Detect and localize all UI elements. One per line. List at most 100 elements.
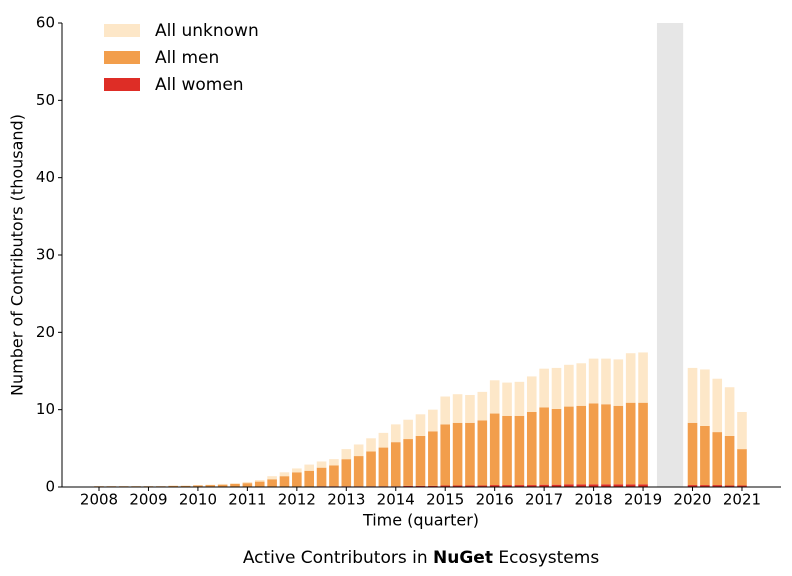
- bar-segment: [551, 408, 562, 485]
- bar-segment: [588, 403, 599, 485]
- bar-segment: [329, 459, 339, 466]
- bar-segment: [526, 376, 537, 412]
- bar-segment: [502, 485, 512, 487]
- bar-segment: [378, 432, 389, 448]
- bar-segment: [601, 404, 611, 485]
- bar-segment: [304, 464, 315, 471]
- x-tick-label: 2019: [624, 491, 662, 509]
- x-tick-label: 2011: [228, 491, 266, 509]
- bar-segment: [353, 456, 364, 487]
- legend-label: All women: [155, 75, 244, 95]
- bar-segment: [588, 484, 599, 487]
- bar-segment: [489, 413, 500, 486]
- bar-segment: [724, 485, 735, 487]
- bar-segment: [254, 481, 265, 487]
- bar-segment: [514, 415, 525, 486]
- bar-segment: [292, 468, 302, 473]
- bar-segment: [514, 381, 525, 416]
- bar-segment: [477, 420, 488, 486]
- bar-segment: [378, 447, 389, 487]
- bar-segment: [193, 485, 203, 487]
- bar-segment: [539, 368, 549, 408]
- bar-segment: [465, 485, 475, 487]
- bar-segment: [316, 467, 327, 487]
- bar-segment: [625, 353, 636, 403]
- x-axis-label: Time (quarter): [362, 511, 479, 530]
- y-tick-label: 30: [36, 246, 55, 264]
- bar-segment: [415, 485, 426, 487]
- bar-segment: [588, 358, 599, 404]
- legend-swatch: [104, 24, 140, 37]
- bar-segment: [452, 422, 463, 486]
- title-suffix: Ecosystems: [498, 548, 599, 568]
- bar-segment: [292, 472, 302, 487]
- bar-segment: [230, 483, 240, 484]
- bar-segment: [242, 483, 253, 487]
- bar-segment: [724, 435, 735, 486]
- bar-segment: [564, 484, 574, 487]
- bar-segment: [267, 476, 277, 480]
- x-tick-label: 2018: [575, 491, 613, 509]
- x-tick-label: 2008: [80, 491, 118, 509]
- bar-segment: [230, 483, 240, 487]
- bar-segment: [403, 485, 413, 487]
- legend-label: All unknown: [155, 21, 259, 41]
- bar-segment: [539, 484, 549, 487]
- x-tick-label: 2012: [278, 491, 316, 509]
- legend-swatch: [104, 51, 140, 64]
- bar-segment: [341, 449, 352, 460]
- title-prefix: Active Contributors in: [243, 548, 428, 568]
- bar-segment: [428, 431, 438, 486]
- bar-segment: [638, 402, 648, 485]
- y-tick-label: 10: [36, 400, 55, 418]
- y-tick-label: 60: [36, 14, 55, 32]
- bar-segment: [712, 378, 723, 433]
- bar-segment: [180, 485, 191, 487]
- x-tick-label: 2020: [673, 491, 711, 509]
- bar-segment: [724, 387, 735, 436]
- x-tick-label: 2016: [476, 491, 514, 509]
- y-tick-label: 40: [36, 168, 55, 186]
- bar-segment: [613, 359, 624, 406]
- title-emphasis: NuGet: [433, 548, 493, 568]
- bar-segment: [477, 391, 488, 421]
- bar-segment: [428, 485, 438, 487]
- bar-segment: [638, 484, 648, 487]
- x-tick-label: 2010: [179, 491, 217, 509]
- bar-segment: [428, 409, 438, 432]
- bar-segment: [601, 484, 611, 487]
- bar-segment: [576, 405, 587, 485]
- bar-segment: [700, 425, 710, 486]
- bar-segment: [403, 439, 413, 486]
- x-tick-label: 2017: [525, 491, 563, 509]
- bar-segment: [551, 484, 562, 487]
- bar-segment: [316, 461, 327, 468]
- bar-segment: [366, 438, 376, 452]
- bar-segment: [514, 485, 525, 487]
- bar-segment: [440, 485, 451, 487]
- bar-segment: [329, 465, 339, 487]
- bar-segment: [440, 396, 451, 425]
- bar-segment: [477, 485, 488, 487]
- bar-segment: [625, 484, 636, 487]
- bar-segment: [465, 394, 475, 423]
- bar-segment: [452, 394, 463, 423]
- bar-segment: [341, 459, 352, 487]
- x-tick-label: 2013: [327, 491, 365, 509]
- bar-segment: [601, 358, 611, 405]
- bar-segment: [737, 449, 747, 486]
- bar-segment: [687, 422, 698, 486]
- bar-segment: [526, 411, 537, 486]
- y-tick-label: 0: [45, 478, 55, 496]
- bar-segment: [687, 367, 698, 423]
- bar-segment: [489, 485, 500, 487]
- bar-segment: [613, 484, 624, 487]
- bar-segment: [440, 424, 451, 486]
- bar-segment: [737, 411, 747, 450]
- bar-segment: [638, 352, 648, 403]
- bar-segment: [415, 435, 426, 486]
- bar-segment: [576, 363, 587, 406]
- bar-segment: [737, 485, 747, 487]
